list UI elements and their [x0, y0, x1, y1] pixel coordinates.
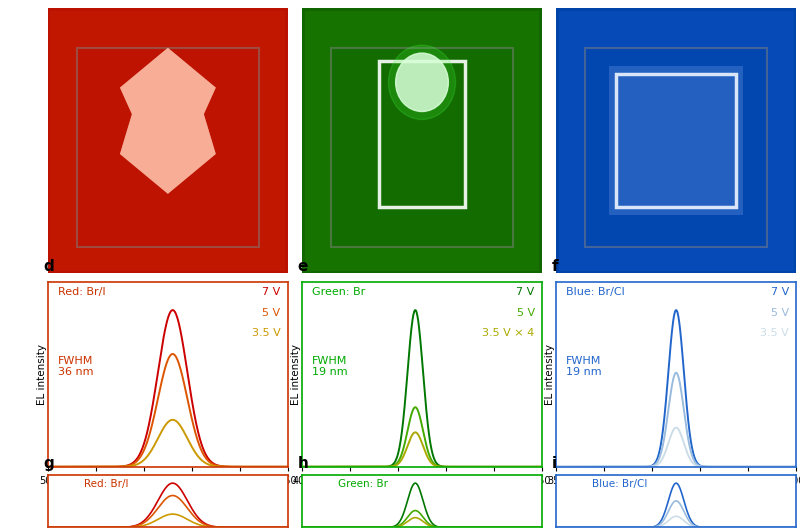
Polygon shape: [120, 48, 216, 194]
Text: 3.5 V: 3.5 V: [252, 328, 281, 338]
Text: Green: Br: Green: Br: [312, 287, 365, 297]
Text: f: f: [551, 260, 558, 275]
Text: Red: Br/I: Red: Br/I: [58, 287, 106, 297]
Text: 7 V: 7 V: [262, 287, 281, 297]
Text: e: e: [298, 260, 308, 275]
Text: a: a: [43, 0, 54, 3]
Circle shape: [396, 53, 448, 111]
Y-axis label: EL intensity: EL intensity: [37, 344, 46, 405]
Bar: [331, 48, 513, 247]
Text: FWHM
19 nm: FWHM 19 nm: [566, 356, 602, 377]
Text: FWHM
19 nm: FWHM 19 nm: [312, 356, 347, 377]
Text: Red: Br/I: Red: Br/I: [84, 479, 129, 489]
Text: 5 V: 5 V: [262, 308, 281, 318]
Polygon shape: [120, 48, 216, 194]
Text: b: b: [298, 0, 308, 3]
Text: i: i: [551, 456, 557, 471]
Y-axis label: EL intensity: EL intensity: [545, 344, 555, 405]
Bar: [379, 61, 465, 207]
Bar: [77, 48, 259, 247]
Bar: [585, 48, 767, 247]
Bar: [616, 74, 736, 207]
X-axis label: Wavelength (nm): Wavelength (nm): [631, 487, 721, 497]
Bar: [609, 66, 743, 215]
Text: FWHM
36 nm: FWHM 36 nm: [58, 356, 93, 377]
Text: d: d: [43, 260, 54, 275]
Y-axis label: EL intensity: EL intensity: [290, 344, 301, 405]
Text: 3.5 V: 3.5 V: [760, 328, 789, 338]
Text: Blue: Br/Cl: Blue: Br/Cl: [566, 287, 625, 297]
Text: 7 V: 7 V: [770, 287, 789, 297]
Text: h: h: [298, 456, 308, 471]
Circle shape: [389, 45, 455, 119]
X-axis label: Wavelength (nm): Wavelength (nm): [377, 487, 467, 497]
Text: c: c: [551, 0, 561, 3]
Text: 5 V: 5 V: [517, 308, 534, 318]
Text: Blue: Br/Cl: Blue: Br/Cl: [592, 479, 647, 489]
Text: 5 V: 5 V: [770, 308, 789, 318]
X-axis label: Wavelength (nm): Wavelength (nm): [123, 487, 213, 497]
Text: 7 V: 7 V: [517, 287, 534, 297]
Text: 3.5 V × 4: 3.5 V × 4: [482, 328, 534, 338]
Text: Green: Br: Green: Br: [338, 479, 388, 489]
Text: g: g: [43, 456, 54, 471]
